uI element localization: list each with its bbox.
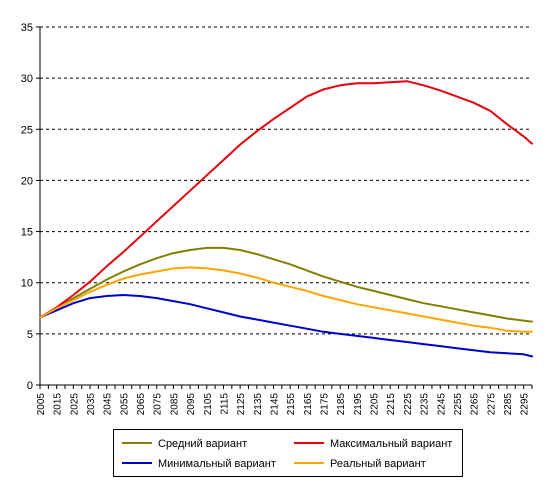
x-tick-label: 2015 <box>53 393 64 416</box>
x-tick-label: 2155 <box>286 393 297 416</box>
x-tick-label: 2165 <box>303 393 314 416</box>
x-tick-label: 2055 <box>119 393 130 416</box>
gridlines <box>40 26 532 335</box>
y-tick-label: 0 <box>27 380 33 392</box>
x-tick-label: 2135 <box>253 393 264 416</box>
x-tick-label: 2295 <box>520 393 531 416</box>
series-line-3 <box>39 266 533 333</box>
x-tick-label: 2145 <box>269 393 280 416</box>
legend-item-real: Реальный вариант <box>294 456 426 472</box>
x-tick-label: 2125 <box>236 393 247 416</box>
x-tick-label: 2175 <box>320 393 331 416</box>
legend-swatch-maximum <box>294 442 324 445</box>
x-tick-label: 2215 <box>386 393 397 416</box>
series-line-1 <box>39 80 533 319</box>
x-tick-label: 2105 <box>203 393 214 416</box>
x-tick-label: 2005 <box>36 393 47 416</box>
legend-label-average: Средний вариант <box>158 438 248 450</box>
x-tick-label: 2225 <box>403 393 414 416</box>
y-tick-label: 10 <box>21 278 33 290</box>
y-tick-label: 15 <box>21 227 33 239</box>
chart-legend: Средний вариант Максимальный вариант Мин… <box>113 429 463 477</box>
x-tick-labels: 2005 2015 2025 2035 2045 2055 2065 2075 2085 2095… <box>36 393 531 416</box>
x-tick-label: 2255 <box>453 393 464 416</box>
y-tick-label: 25 <box>21 124 33 136</box>
x-tick-label: 2035 <box>86 393 97 416</box>
legend-label-real: Реальный вариант <box>330 458 426 470</box>
x-tick-label: 2095 <box>186 393 197 416</box>
axes <box>36 26 533 389</box>
x-tick-label: 2265 <box>470 393 481 416</box>
x-tick-label: 2045 <box>103 393 114 416</box>
x-tick-label: 2205 <box>370 393 381 416</box>
y-tick-label: 20 <box>21 175 33 187</box>
y-tick-label: 5 <box>27 329 33 341</box>
x-tick-label: 2025 <box>69 393 80 416</box>
legend-label-maximum: Максимальный вариант <box>330 438 453 450</box>
x-tick-label: 2115 <box>219 393 230 415</box>
legend-swatch-minimum <box>122 462 152 465</box>
legend-item-minimum: Минимальный вариант <box>122 456 276 472</box>
legend-swatch-real <box>294 462 324 465</box>
x-tick-label: 2245 <box>436 393 447 416</box>
x-tick-label: 2075 <box>153 393 164 416</box>
series-lines <box>39 80 533 358</box>
series-line-0 <box>39 246 533 323</box>
x-tick-label: 2185 <box>336 393 347 416</box>
x-tick-label: 2195 <box>353 393 364 416</box>
y-tick-label: 35 <box>21 22 33 34</box>
series-line-2 <box>39 294 533 358</box>
y-tick-label: 30 <box>21 73 33 85</box>
x-tick-label: 2065 <box>136 393 147 416</box>
x-tick-label: 2235 <box>420 393 431 416</box>
legend-label-minimum: Минимальный вариант <box>158 458 276 470</box>
x-tick-label: 2275 <box>486 393 497 416</box>
x-tick-label: 2285 <box>503 393 514 416</box>
x-tick-label: 2085 <box>169 393 180 416</box>
legend-item-maximum: Максимальный вариант <box>294 436 452 452</box>
y-tick-labels: 0 5 10 15 20 25 30 35 <box>21 22 33 392</box>
legend-swatch-average <box>122 442 152 445</box>
legend-item-average: Средний вариант <box>122 436 247 452</box>
